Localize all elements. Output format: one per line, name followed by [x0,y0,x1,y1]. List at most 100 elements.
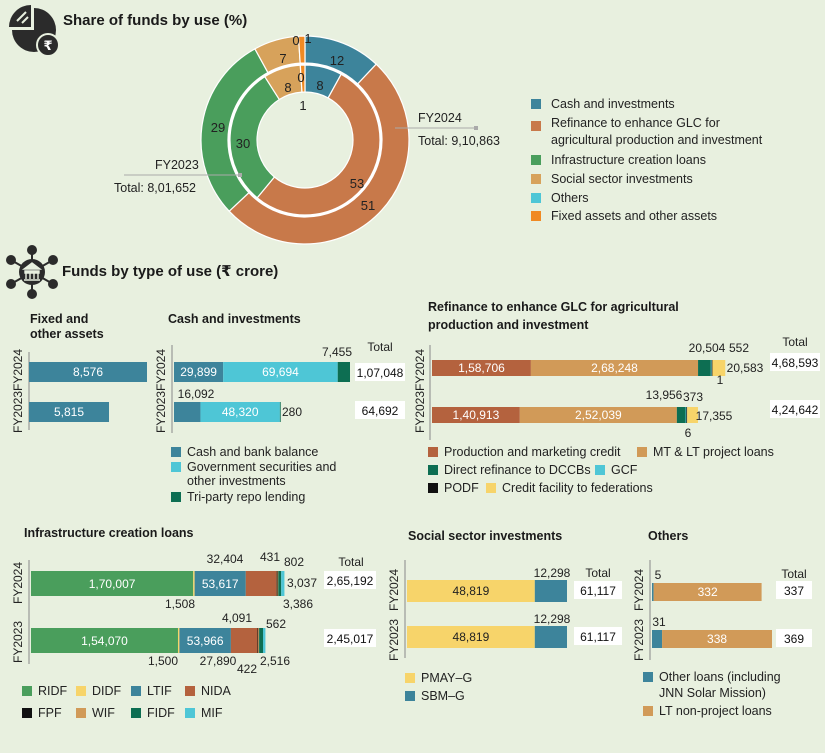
y-category-label: FY2024 [413,349,427,391]
bar-value: 431 [260,550,280,564]
fy2023-slice [256,73,381,216]
total-box [324,571,376,589]
legend-swatch [405,673,415,683]
bank-glyph [21,262,43,281]
bar-value: 373 [683,390,703,404]
stacked-bar-segment [276,571,278,596]
stacked-bar-segment [686,407,688,423]
stacked-bar-segment [698,360,711,376]
legend-swatch [405,691,415,701]
bar-value: 29,899 [180,365,217,379]
legend-swatch [185,686,195,696]
y-category-label: FY2023 [387,619,401,661]
icon-node [27,289,37,299]
icon-shape [36,33,60,57]
fy2024-slice-label: 1 [304,31,311,46]
refinance-title: production and investment [428,318,589,332]
refinance-title: Refinance to enhance GLC for agricultura… [428,300,679,314]
y-category-label: FY2023 [413,391,427,433]
bar-value: 562 [266,617,286,631]
stacked-bar-segment [230,628,258,653]
legend-swatch [643,706,653,716]
stacked-bar-segment [223,362,338,382]
stacked-bar-segment [685,407,687,423]
bar-value: 552 [729,341,749,355]
bar-value: 17,355 [696,409,733,423]
fy2024-total: Total: 9,10,863 [418,134,500,148]
fy2023-total: Total: 8,01,652 [114,181,196,195]
stacked-bar-segment [174,362,224,382]
total-value: 2,65,192 [327,574,374,588]
bar-value: 2,516 [260,654,290,668]
bar-value: 5,815 [54,405,84,419]
fixed-bar [29,362,147,382]
y-category-label: FY2023 [632,619,646,661]
legend-label: GCF [611,463,638,477]
total-header: Total [367,340,392,354]
donut-legend-swatch [531,211,541,221]
y-category-label: FY2023 [11,621,25,663]
bar-value: 1,58,706 [458,361,505,375]
legend-swatch [428,483,438,493]
donut-legend-label: Others [551,191,589,205]
total-value: 337 [784,584,804,598]
icon-node [6,279,16,289]
bar-value: 338 [707,632,727,646]
bar-value: 32,404 [207,552,244,566]
bar-value: 6 [685,426,692,440]
total-value: 64,692 [362,404,399,418]
total-value: 1,07,048 [357,366,404,380]
stacked-bar-segment [652,583,654,601]
others-title: Others [648,529,688,543]
stacked-bar-segment [710,360,712,376]
donut-legend-label: Social sector investments [551,172,693,186]
stacked-bar-segment [281,571,285,596]
stacked-bar-segment [519,407,677,423]
donut-legend-label: Fixed assets and other assets [551,209,717,223]
legend-swatch [428,447,438,457]
legend-label: FPF [38,706,62,720]
total-box [355,363,405,381]
stacked-bar-segment [194,571,246,596]
donut-legend-label: Cash and investments [551,97,675,111]
total-header: Total [781,567,806,581]
fixed-title: Fixed and [30,312,88,326]
total-box [324,629,376,647]
bar-value: 31 [652,615,666,629]
legend-label: RIDF [38,684,68,698]
fy2024-slice-label: 51 [361,198,375,213]
legend-label: LT non-project loans [659,704,772,718]
stacked-bar-segment [407,626,535,648]
total-value: 4,68,593 [772,356,819,370]
stacked-bar-segment [263,628,266,653]
bar-value: 20,504 [689,341,726,355]
bar-value: 4,091 [222,611,252,625]
y-category-label: FY2024 [387,569,401,611]
donut-legend-label: Infrastructure creation loans [551,153,706,167]
total-value: 369 [784,632,804,646]
total-header: Total [585,566,610,580]
bar-value: 48,320 [222,405,259,419]
y-category-label: FY2023 [154,391,168,433]
stacked-bar-segment [174,402,201,422]
stacked-bar-segment [177,628,180,653]
legend-swatch [171,492,181,502]
fy2023-slice-label: 8 [316,78,323,93]
total-box [776,581,812,599]
legend-swatch [185,708,195,718]
legend-label: Credit facility to federations [502,481,653,495]
fy2023-slice-label: 1 [299,98,306,113]
legend-label: Cash and bank balance [187,445,318,459]
bar-value: 5 [655,568,662,582]
legend-swatch [22,708,32,718]
bar-value: 802 [284,555,304,569]
stacked-bar-segment [407,580,535,602]
stacked-bar-segment [711,360,713,376]
bar-value: 20,583 [727,361,764,375]
stacked-bar-segment [193,571,195,596]
leader-dot [474,126,478,130]
bar-value: 48,819 [453,630,490,644]
bar-value: 48,819 [453,584,490,598]
legend-label: Production and marketing credit [444,445,621,459]
legend-swatch [171,447,181,457]
